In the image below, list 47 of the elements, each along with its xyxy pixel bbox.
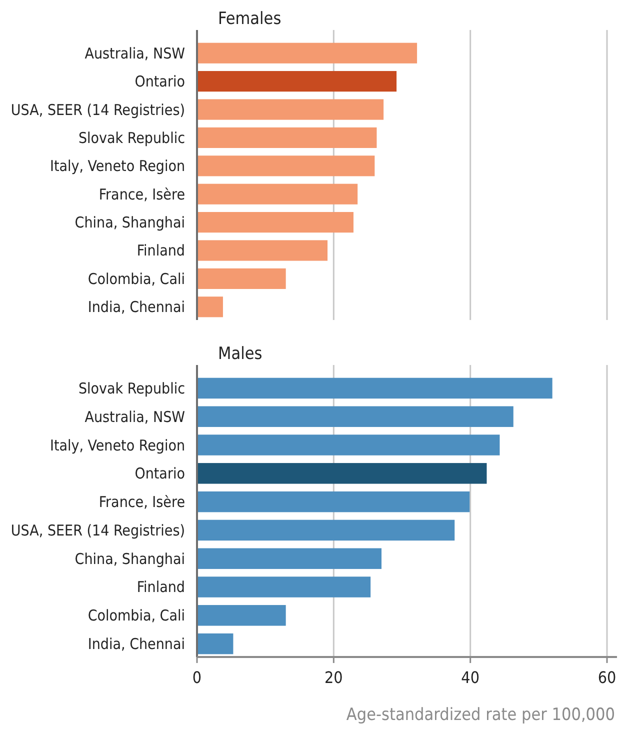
bar <box>197 548 382 569</box>
bar <box>197 520 455 541</box>
y-tick-label: Colombia, Cali <box>88 606 185 625</box>
bar <box>197 633 234 654</box>
y-tick-label: France, Isère <box>98 185 185 204</box>
y-tick-label: India, Chennai <box>88 298 185 316</box>
bar <box>197 156 375 176</box>
y-tick-label: Finland <box>136 578 185 596</box>
y-tick-label: France, Isère <box>98 493 185 512</box>
y-tick-label: Finland <box>136 242 185 260</box>
x-tick-label: 60 <box>598 668 616 687</box>
bar <box>197 184 358 204</box>
bar <box>197 127 377 148</box>
y-tick-label: India, Chennai <box>88 635 185 654</box>
bar <box>197 42 418 64</box>
y-tick-label: USA, SEER (14 Registries) <box>10 100 185 119</box>
bar <box>197 296 223 318</box>
bar <box>197 605 286 626</box>
y-tick-label: USA, SEER (14 Registries) <box>10 521 185 540</box>
bar <box>197 406 514 427</box>
y-tick-label: Ontario <box>134 72 185 91</box>
y-tick-label: Italy, Veneto Region <box>50 436 185 454</box>
bar <box>197 99 384 120</box>
bar <box>197 491 470 512</box>
x-tick-label: 20 <box>324 668 343 687</box>
bar <box>197 268 286 289</box>
y-tick-label: Colombia, Cali <box>88 270 185 288</box>
y-tick-label: Australia, NSW <box>84 408 185 426</box>
y-tick-label: China, Shanghai <box>74 214 185 232</box>
chart-title: Males <box>218 344 262 364</box>
x-tick-label: 0 <box>192 668 202 687</box>
y-tick-label: Ontario <box>134 464 185 483</box>
bar <box>197 463 487 484</box>
bar <box>197 212 354 233</box>
y-tick-label: Australia, NSW <box>84 44 185 62</box>
bar <box>197 576 371 598</box>
bar <box>197 434 500 456</box>
bar <box>197 71 397 92</box>
y-tick-label: Slovak Republic <box>78 128 185 147</box>
x-axis-title: Age-standardized rate per 100,000 <box>346 705 615 725</box>
bar <box>197 378 552 399</box>
chart-title: Females <box>218 9 282 29</box>
y-tick-label: Italy, Veneto Region <box>50 157 185 176</box>
y-tick-label: Slovak Republic <box>78 379 185 398</box>
x-tick-label: 40 <box>461 668 480 687</box>
bar <box>197 240 328 261</box>
y-tick-label: China, Shanghai <box>74 550 185 568</box>
